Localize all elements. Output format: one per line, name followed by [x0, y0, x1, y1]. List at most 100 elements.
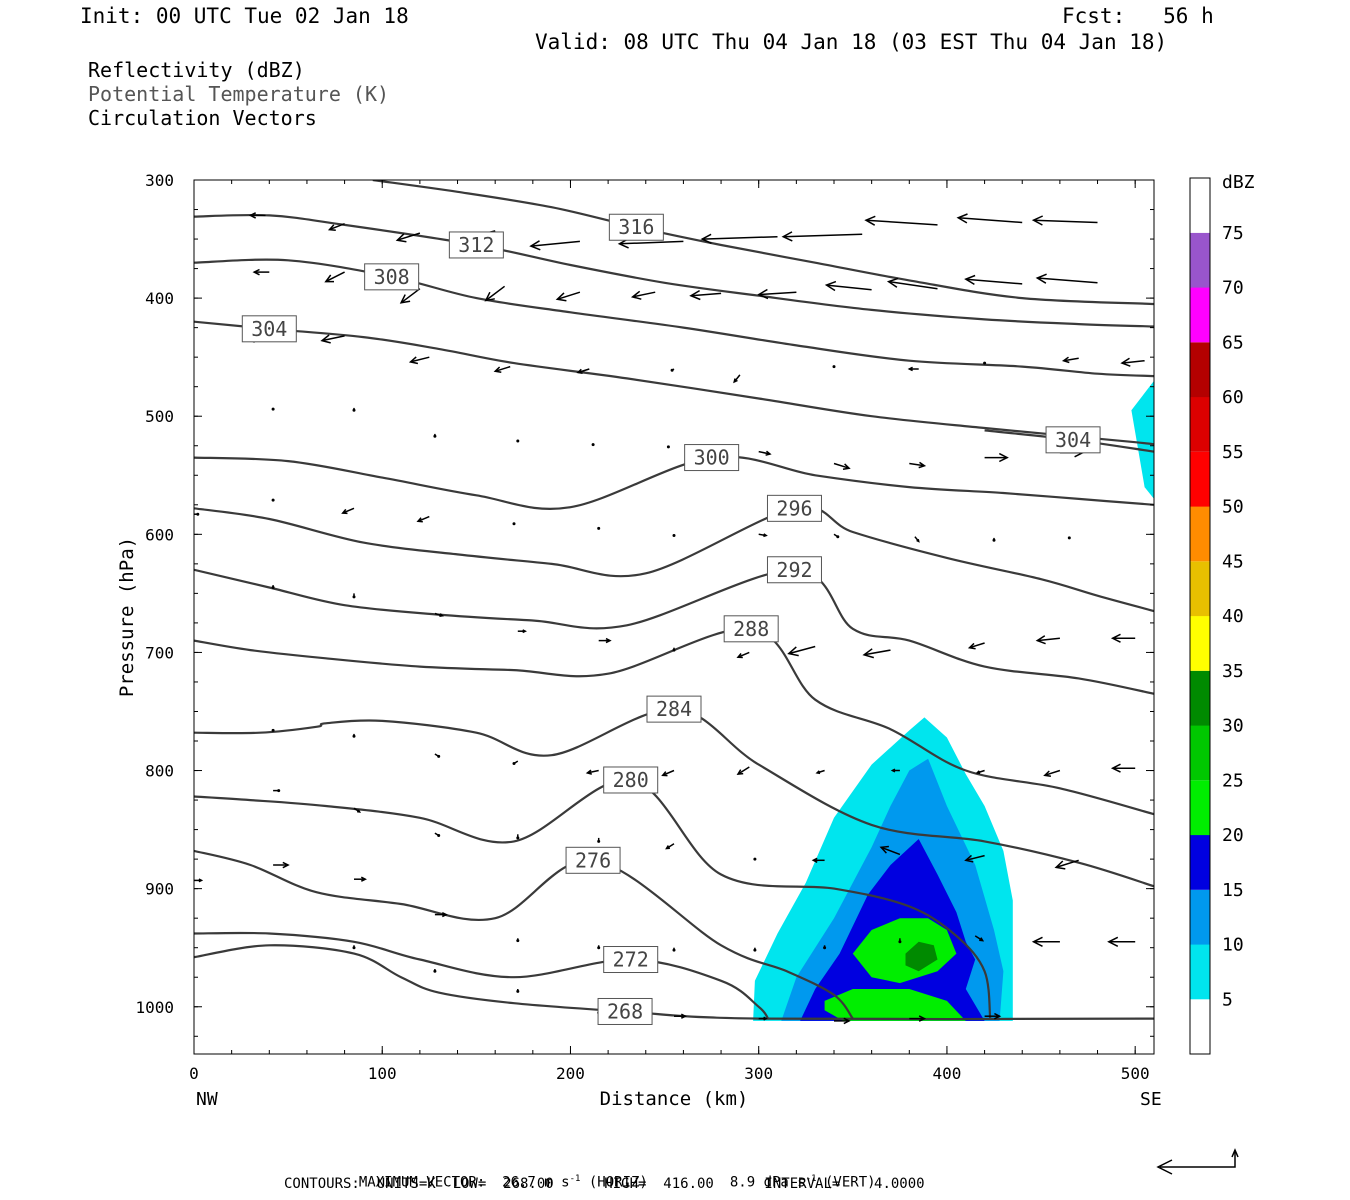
vector-83 — [353, 807, 362, 813]
vector-49 — [512, 522, 516, 526]
forecast-hour: Fcst: 56 h — [1062, 4, 1214, 28]
vector-60 — [434, 612, 445, 618]
vector-8 — [864, 215, 938, 226]
field-reflectivity: Reflectivity (dBZ) — [88, 58, 305, 82]
vector-39 — [591, 443, 595, 447]
svg-text:276: 276 — [575, 848, 611, 872]
vector-19 — [824, 280, 872, 292]
plot-frame — [193, 179, 1155, 1055]
isentrope-label-308-11: 308 — [364, 263, 420, 291]
vector-48 — [416, 515, 430, 523]
x-end-label-se: SE — [1140, 1089, 1162, 1110]
vector-95 — [354, 876, 367, 882]
reflectivity-20dbz-area-4 — [824, 989, 966, 1021]
vector-55 — [992, 537, 996, 542]
vector-27 — [576, 368, 590, 375]
vector-74 — [585, 769, 599, 775]
y-tick-label-500: 500 — [145, 407, 174, 426]
vector-104 — [1031, 936, 1060, 947]
svg-text:308: 308 — [374, 265, 410, 289]
isentrope-label-284-4: 284 — [646, 695, 702, 723]
vector-108 — [516, 989, 520, 993]
vector-61 — [517, 629, 527, 634]
vector-31 — [907, 366, 919, 372]
vector-89 — [811, 857, 825, 863]
svg-text:288: 288 — [733, 617, 769, 641]
vector-12 — [324, 271, 345, 283]
vector-47 — [341, 507, 355, 515]
max-vector-vert-tag: (VERT) — [816, 1174, 876, 1191]
vector-44 — [984, 452, 1009, 463]
reflectivity-5dbz-area-6 — [1131, 380, 1154, 499]
vector-1 — [327, 223, 345, 231]
svg-text:284: 284 — [656, 697, 692, 721]
svg-text:304: 304 — [251, 317, 287, 341]
vector-97 — [516, 938, 520, 943]
vector-67 — [967, 642, 985, 650]
vector-62 — [598, 637, 612, 644]
contour-labels: 268 272 276 280 284 288 292 296 300 304 304 308 312 3… — [241, 213, 1101, 1025]
vector-87 — [665, 843, 675, 850]
vector-98 — [597, 945, 601, 950]
vector-38 — [516, 439, 520, 443]
vector-103 — [974, 935, 985, 942]
isentrope-272-1 — [194, 931, 770, 1020]
svg-text:280: 280 — [613, 768, 649, 792]
vector-102 — [898, 938, 902, 944]
vector-99 — [672, 947, 676, 952]
isentrope-304-9 — [194, 320, 1154, 446]
y-axis-label: Pressure (hPa) — [116, 537, 138, 697]
vector-93 — [194, 878, 204, 883]
vector-71 — [352, 733, 356, 738]
footer-contours: CONTOURS: UNITS=K LOW= 268.00 HIGH= 416.… — [284, 1176, 925, 1192]
vector-57 — [194, 512, 200, 516]
vector-9 — [956, 213, 1023, 224]
vector-2 — [395, 232, 421, 243]
vector-40 — [666, 445, 670, 449]
max-vector-horiz-value: MAXIMUM VECTOR: 26.7 m s — [358, 1174, 570, 1191]
svg-text:268: 268 — [607, 999, 643, 1023]
isentrope-label-272-1: 272 — [603, 946, 659, 974]
vector-96 — [434, 912, 448, 918]
vector-110 — [674, 1013, 687, 1019]
vector-72 — [434, 753, 441, 758]
vector-68 — [1035, 635, 1060, 645]
vector-107 — [433, 969, 437, 973]
vector-42 — [833, 462, 851, 470]
vector-85 — [516, 834, 520, 840]
isentrope-292-6 — [194, 568, 1154, 695]
svg-text:296: 296 — [776, 496, 812, 520]
reflectivity-shading — [753, 380, 1154, 1021]
svg-text:292: 292 — [776, 558, 812, 582]
isentrope-300-8 — [194, 455, 1154, 510]
isentrope-label-304-9: 304 — [241, 315, 297, 343]
vector-70 — [271, 728, 275, 732]
max-vector-horiz-tag: (HORIZ) — [580, 1174, 648, 1191]
isentrope-288-5 — [194, 627, 1154, 816]
svg-text:316: 316 — [618, 215, 654, 239]
vector-30 — [832, 365, 836, 369]
vector-14 — [484, 285, 506, 302]
max-vector-vert-exponent: -1 — [805, 1174, 817, 1184]
x-end-label-nw: NW — [196, 1089, 218, 1110]
vector-101 — [823, 945, 827, 950]
vector-43 — [909, 461, 927, 469]
vector-113 — [909, 1015, 927, 1022]
isentrope-316-13 — [372, 180, 1154, 306]
field-circulation-vectors: Circulation Vectors — [88, 106, 317, 130]
vector-0 — [248, 212, 266, 219]
vector-53 — [833, 533, 840, 539]
vector-25 — [408, 356, 430, 365]
vector-18 — [757, 288, 797, 300]
vector-106 — [352, 945, 356, 950]
vector-35 — [271, 407, 275, 411]
vector-17 — [689, 289, 722, 301]
vector-111 — [758, 1016, 768, 1021]
isentrope-label-312-12: 312 — [448, 231, 504, 259]
vector-34 — [1120, 357, 1145, 367]
vector-80 — [1043, 769, 1061, 777]
axes: 300 400 500 600 700 800 900 1000 0 100 200 300 400 50… — [135, 171, 1154, 1083]
vector-41 — [758, 450, 772, 456]
vector-75 — [661, 769, 675, 777]
